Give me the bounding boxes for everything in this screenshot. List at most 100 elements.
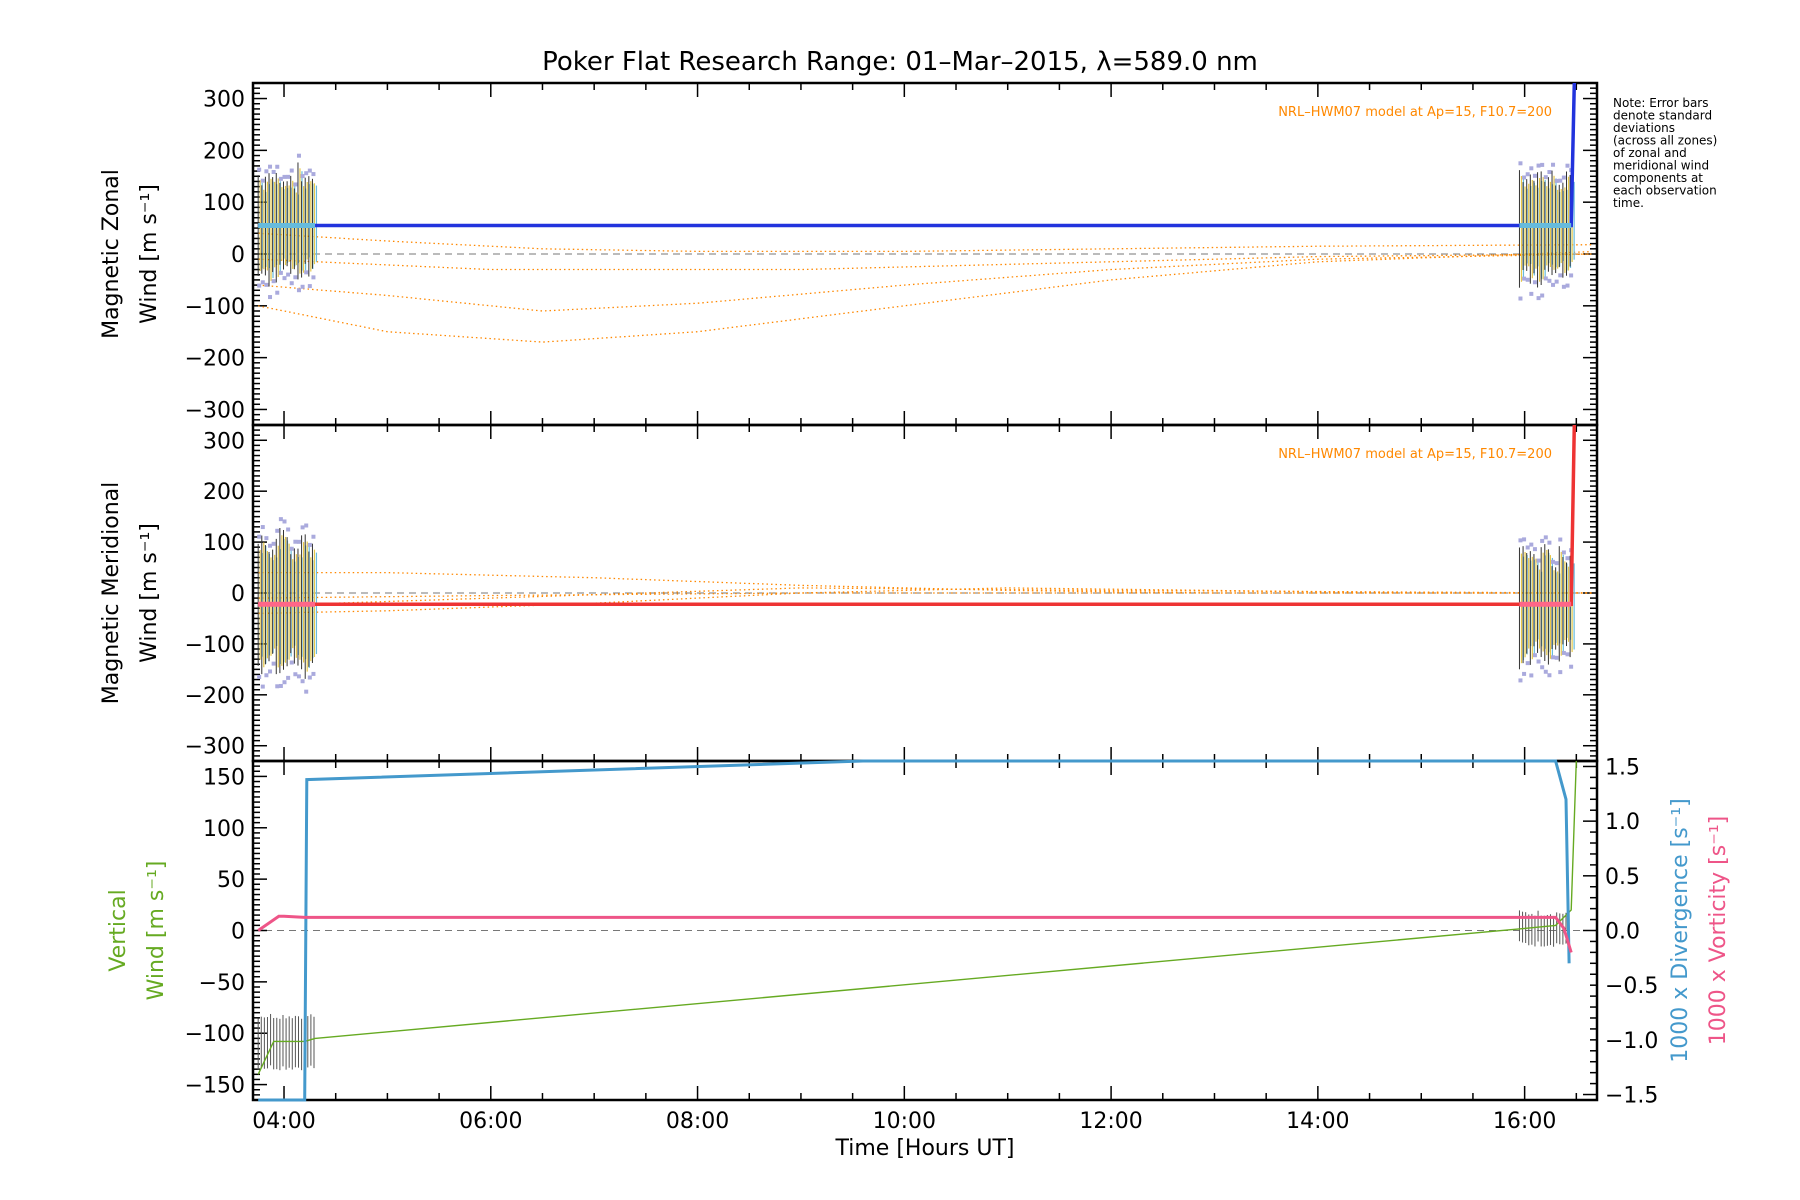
std-point <box>275 290 280 295</box>
note-line: Note: Error bars <box>1613 96 1708 110</box>
std-point <box>1551 162 1556 167</box>
std-point <box>1518 538 1523 543</box>
y-tick-label: 300 <box>203 88 245 113</box>
std-point <box>268 295 273 300</box>
y-tick-label: 0 <box>231 920 245 945</box>
y-tick-label: 200 <box>203 139 245 164</box>
panel-vertical: 150 100 50 0 −50 −100 −150 Vertical Wind [m s⁻¹]… <box>106 755 1731 1108</box>
note-line: time. <box>1613 196 1644 210</box>
std-point <box>304 689 309 694</box>
std-point <box>1551 282 1556 287</box>
std-point <box>289 168 294 173</box>
std-point <box>293 672 298 677</box>
y-tick-label: 0 <box>231 582 245 607</box>
std-point <box>300 174 305 179</box>
std-point <box>1522 175 1527 180</box>
std-point <box>1536 163 1541 168</box>
std-point <box>1551 559 1556 564</box>
std-point <box>1522 537 1527 542</box>
std-point <box>286 527 291 532</box>
std-point <box>275 164 280 169</box>
std-point <box>1543 669 1548 674</box>
std-point <box>1522 671 1527 676</box>
std-point <box>304 270 309 275</box>
std-point <box>260 178 265 183</box>
x-axis-label: Time [Hours UT] <box>835 1136 1015 1161</box>
std-point <box>293 182 298 187</box>
std-point <box>1540 162 1545 167</box>
model-curve <box>258 232 1592 253</box>
y-tick-label: 100 <box>203 191 245 216</box>
y-tick-label: −50 <box>199 971 245 996</box>
std-point <box>278 683 283 688</box>
y2-axis-label: 1000 x Vorticity [s⁻¹] <box>1706 816 1731 1046</box>
note-line: of zonal and <box>1613 146 1687 160</box>
std-point <box>1518 296 1523 301</box>
std-point <box>1565 652 1570 657</box>
std-point <box>293 275 298 280</box>
std-point <box>271 169 276 174</box>
std-point <box>268 543 273 548</box>
note-line: each observation <box>1613 184 1717 198</box>
std-point <box>289 546 294 551</box>
std-point <box>307 284 312 289</box>
std-point <box>1529 542 1534 547</box>
std-point <box>1561 650 1566 655</box>
std-point <box>1565 556 1570 561</box>
std-point <box>1561 175 1566 180</box>
note-line: meridional wind <box>1613 159 1709 173</box>
std-point <box>1536 659 1541 664</box>
std-point <box>1529 166 1534 171</box>
y-axis-label: Wind [m s⁻¹] <box>137 523 162 663</box>
y-tick-label: 200 <box>203 480 245 505</box>
std-point <box>1529 291 1534 296</box>
std-point <box>1554 279 1559 284</box>
x-tick-label: 06:00 <box>459 1109 522 1134</box>
std-point <box>296 288 301 293</box>
std-point <box>275 528 280 533</box>
std-point <box>300 284 305 289</box>
std-point <box>1569 664 1574 669</box>
std-point <box>286 272 291 277</box>
std-point <box>286 174 291 179</box>
std-point <box>1565 283 1570 288</box>
std-point <box>264 169 269 174</box>
std-point <box>1565 163 1570 168</box>
std-point <box>1558 537 1563 542</box>
std-point <box>1543 276 1548 281</box>
std-point <box>1558 273 1563 278</box>
std-point <box>275 684 280 689</box>
std-point <box>268 164 273 169</box>
note-line: deviations <box>1613 121 1675 135</box>
std-point <box>307 168 312 173</box>
x-axis: 04:00 06:00 08:00 10:00 12:00 14:00 16:00 <box>252 1109 1556 1134</box>
std-point <box>1518 678 1523 683</box>
std-point <box>1525 172 1530 177</box>
std-point <box>1532 173 1537 178</box>
y-tick-label: −300 <box>185 398 245 423</box>
y2-tick-label: −1.5 <box>1605 1084 1658 1109</box>
std-point <box>1525 277 1530 282</box>
note-line: denote standard <box>1613 109 1712 123</box>
std-point <box>1569 273 1574 278</box>
y-tick-label: 50 <box>217 868 245 893</box>
std-point <box>1547 673 1552 678</box>
std-point <box>1554 655 1559 660</box>
std-point <box>1540 665 1545 670</box>
panel-meridional: 300 200 100 0 −100 −200 −300 Magnetic Meridiona… <box>99 423 1599 763</box>
x-tick-label: 10:00 <box>873 1109 936 1134</box>
std-point <box>286 675 291 680</box>
y-tick-label: −100 <box>185 1022 245 1047</box>
y-tick-label: −200 <box>185 684 245 709</box>
std-point <box>260 280 265 285</box>
std-point <box>1547 278 1552 283</box>
std-point <box>307 542 312 547</box>
panels: 300 200 100 0 −100 −200 −300 Magnetic Zonal Wind… <box>99 81 1731 1109</box>
std-point <box>311 172 316 177</box>
y-tick-label: −200 <box>185 347 245 372</box>
y-axis-label: Vertical <box>106 889 131 971</box>
y2-tick-label: 0.0 <box>1605 920 1640 945</box>
note-line: components at <box>1613 171 1703 185</box>
y-tick-label: −150 <box>185 1074 245 1099</box>
